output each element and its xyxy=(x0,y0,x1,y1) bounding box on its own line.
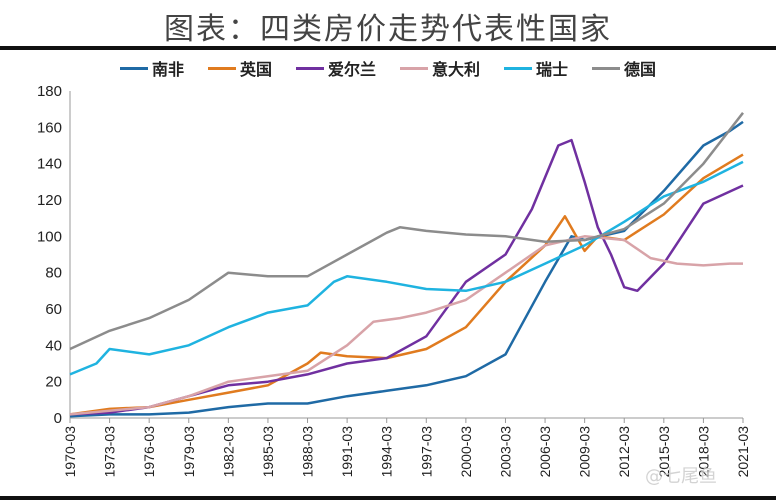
legend-item: 南非 xyxy=(119,56,184,80)
legend-swatch xyxy=(119,66,148,70)
x-tick-label: 2015-03 xyxy=(656,426,672,478)
x-tick-label: 1985-03 xyxy=(260,426,276,478)
legend-swatch xyxy=(400,66,428,70)
legend-item: 爱尔兰 xyxy=(295,56,376,80)
watermark: @七尾鱼 xyxy=(645,466,717,487)
x-tick-label: 1997-03 xyxy=(418,426,434,478)
series-line-4 xyxy=(69,160,744,376)
y-tick-label: 120 xyxy=(37,192,62,209)
legend-swatch xyxy=(207,66,236,70)
legend-swatch xyxy=(504,66,533,70)
legend-item: 瑞士 xyxy=(504,56,568,80)
y-tick-label: 40 xyxy=(45,337,62,354)
legend-item: 意大利 xyxy=(400,56,480,80)
x-tick-label: 1979-03 xyxy=(181,426,197,478)
y-tick-label: 100 xyxy=(37,228,62,245)
legend-item: 德国 xyxy=(592,56,656,80)
y-tick-label: 180 xyxy=(37,83,62,100)
x-tick-label: 2003-03 xyxy=(497,426,513,478)
legend-swatch xyxy=(295,66,324,70)
legend-item: 英国 xyxy=(207,56,272,80)
x-tick-label: 1991-03 xyxy=(339,426,355,478)
x-tick-label: 2009-03 xyxy=(577,426,593,478)
y-tick-label: 140 xyxy=(37,156,62,173)
legend-label: 意大利 xyxy=(432,60,481,79)
title-divider xyxy=(0,46,776,50)
x-tick-label: 1982-03 xyxy=(220,426,236,478)
y-tick-label: 160 xyxy=(37,119,62,136)
x-tick-label: 2012-03 xyxy=(616,426,632,478)
series-line-5 xyxy=(69,112,744,351)
legend-label: 英国 xyxy=(239,60,272,79)
x-tick-label: 1973-03 xyxy=(102,426,118,478)
x-tick-label: 1988-03 xyxy=(300,426,316,478)
series-line-0 xyxy=(69,120,744,418)
series-line-2 xyxy=(69,138,744,416)
legend-label: 南非 xyxy=(151,60,184,79)
x-tick-label: 2006-03 xyxy=(537,426,553,478)
y-tick-label: 20 xyxy=(45,374,62,391)
x-tick-label: 1970-03 xyxy=(62,426,78,478)
y-tick-label: 60 xyxy=(45,301,62,318)
chart-title: 图表：四类房价走势代表性国家 xyxy=(164,12,612,47)
legend-label: 爱尔兰 xyxy=(327,60,376,79)
legend-label: 德国 xyxy=(624,60,657,79)
legend-label: 瑞士 xyxy=(536,60,569,79)
bottom-border xyxy=(0,496,776,500)
y-tick-label: 0 xyxy=(54,410,62,427)
x-tick-label: 1976-03 xyxy=(141,426,157,478)
series-line-3 xyxy=(69,235,743,416)
x-tick-label: 2000-03 xyxy=(458,426,474,478)
legend: 南非 英国 爱尔兰 意大利 瑞士 德国 xyxy=(0,56,776,80)
x-tick-label: 1994-03 xyxy=(379,426,395,478)
y-tick-label: 80 xyxy=(45,265,62,282)
x-tick-label: 2021-03 xyxy=(735,426,751,478)
legend-swatch xyxy=(592,66,621,70)
x-tick-label: 2018-03 xyxy=(695,426,711,478)
